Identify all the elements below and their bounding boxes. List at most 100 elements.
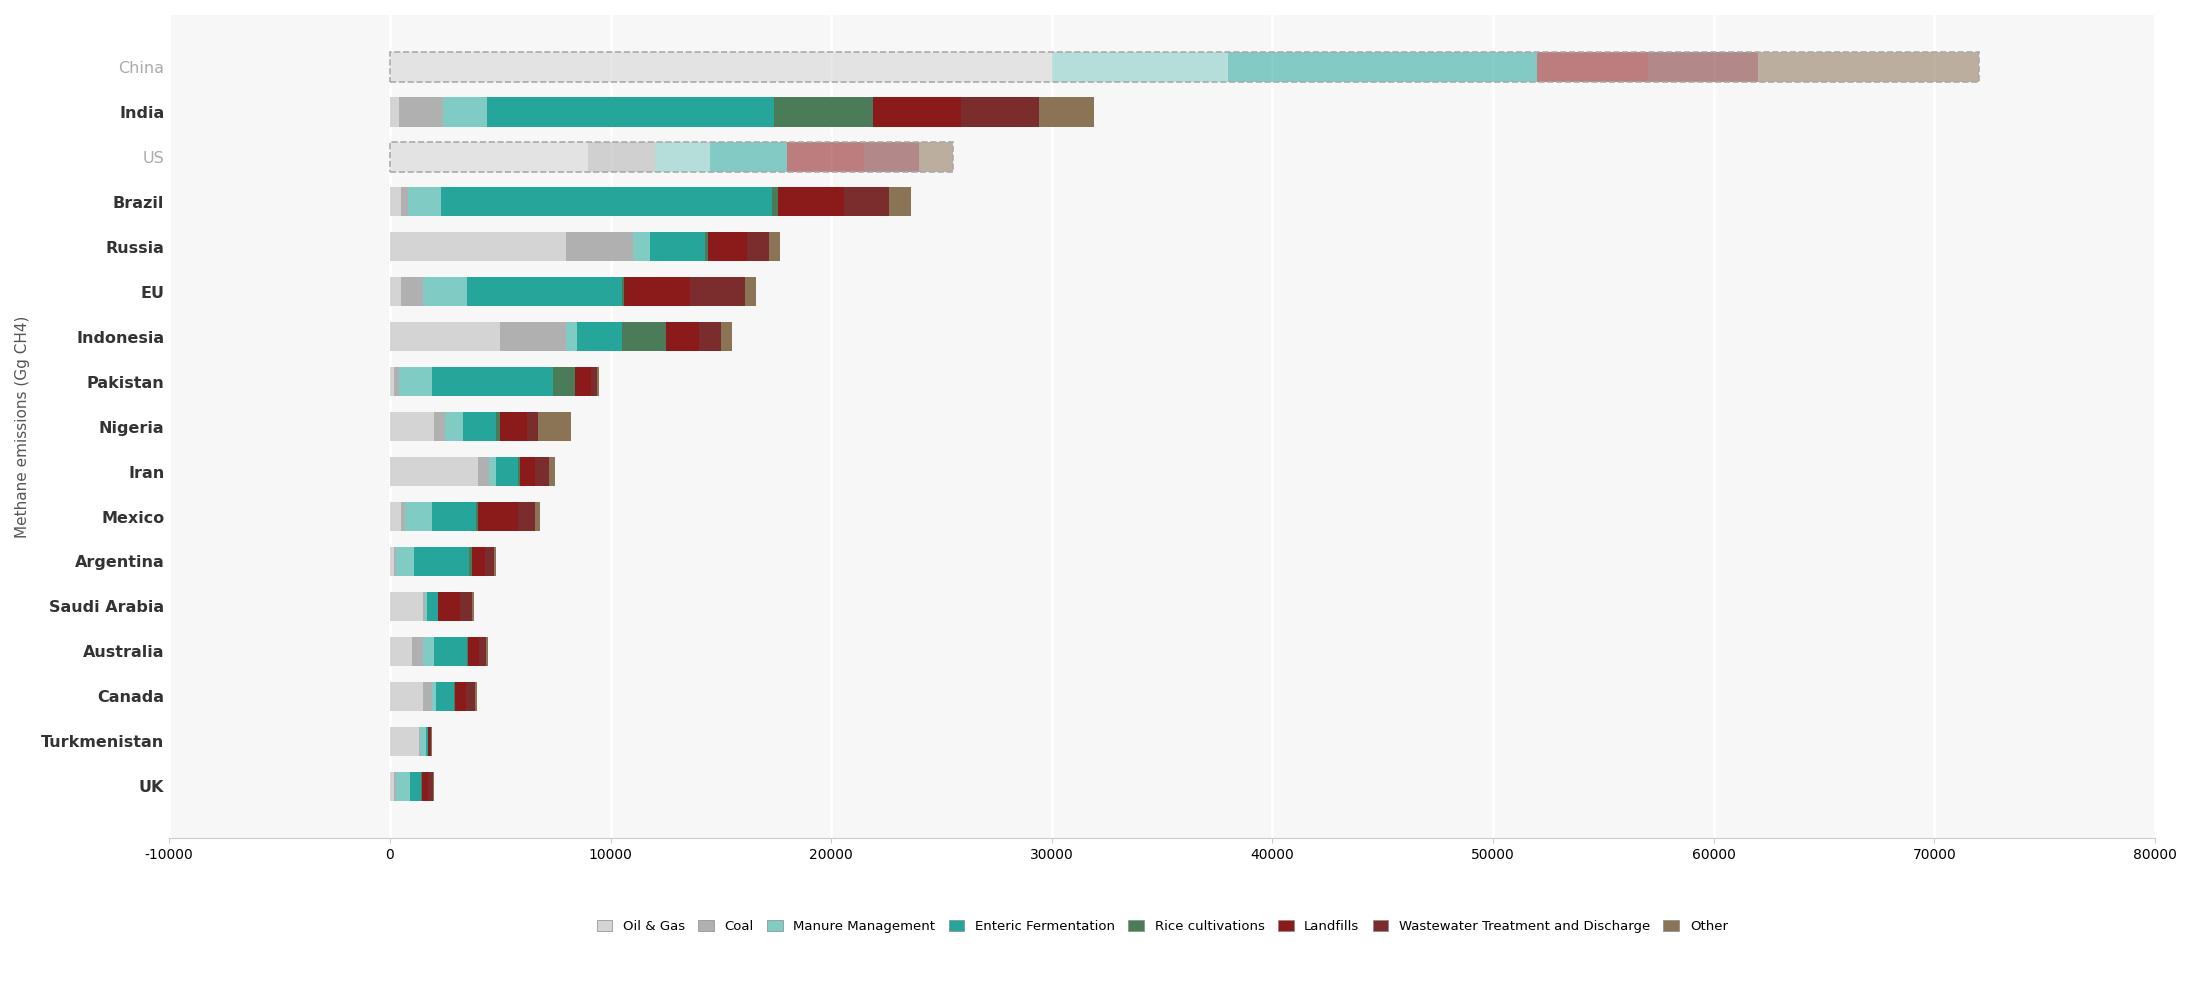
Bar bbox=[471, 592, 473, 621]
Bar bbox=[390, 142, 587, 171]
Bar bbox=[623, 277, 625, 306]
Legend: Oil & Gas, Coal, Manure Management, Enteric Fermentation, Rice cultivations, Lan: Oil & Gas, Coal, Manure Management, Ente… bbox=[592, 915, 1734, 938]
Bar bbox=[478, 457, 489, 486]
Bar bbox=[962, 98, 1039, 127]
Bar bbox=[419, 727, 425, 756]
Bar bbox=[772, 187, 778, 217]
Bar bbox=[1648, 52, 1758, 82]
Bar bbox=[587, 142, 655, 171]
Bar bbox=[1052, 52, 1228, 82]
Bar bbox=[478, 502, 517, 531]
Bar bbox=[517, 502, 535, 531]
Bar bbox=[436, 681, 454, 711]
Bar bbox=[1537, 52, 1648, 82]
Bar bbox=[390, 547, 395, 576]
Bar bbox=[888, 187, 910, 217]
Bar bbox=[423, 592, 425, 621]
Bar bbox=[710, 142, 787, 171]
Bar bbox=[421, 771, 427, 800]
Bar bbox=[500, 323, 566, 352]
Bar bbox=[390, 727, 419, 756]
Bar bbox=[390, 277, 401, 306]
Bar bbox=[390, 232, 566, 261]
Bar bbox=[520, 457, 535, 486]
Bar bbox=[456, 681, 467, 711]
Bar bbox=[390, 457, 478, 486]
Bar bbox=[434, 637, 467, 666]
Bar bbox=[552, 367, 574, 396]
Bar bbox=[432, 502, 476, 531]
Bar bbox=[576, 323, 623, 352]
Bar bbox=[408, 187, 441, 217]
Bar bbox=[1228, 52, 1537, 82]
Bar bbox=[395, 367, 399, 396]
Bar bbox=[434, 412, 445, 442]
Bar bbox=[535, 457, 548, 486]
Bar bbox=[480, 637, 487, 666]
Bar bbox=[412, 637, 423, 666]
Bar bbox=[487, 637, 489, 666]
Bar bbox=[517, 457, 520, 486]
Bar bbox=[745, 277, 756, 306]
Bar bbox=[690, 277, 745, 306]
Bar bbox=[633, 232, 651, 261]
Y-axis label: Methane emissions (Gg CH4): Methane emissions (Gg CH4) bbox=[15, 316, 31, 538]
Bar bbox=[463, 412, 495, 442]
Bar bbox=[476, 681, 478, 711]
Bar bbox=[655, 142, 710, 171]
Bar bbox=[548, 457, 555, 486]
Bar bbox=[469, 547, 471, 576]
Bar bbox=[390, 52, 1052, 82]
Bar bbox=[495, 412, 500, 442]
Bar bbox=[1758, 52, 1979, 82]
Bar bbox=[467, 681, 476, 711]
Bar bbox=[566, 232, 633, 261]
Bar bbox=[390, 681, 423, 711]
Bar bbox=[769, 232, 780, 261]
Bar bbox=[425, 592, 427, 621]
Bar bbox=[401, 187, 408, 217]
Bar bbox=[427, 592, 438, 621]
Bar bbox=[423, 277, 467, 306]
Bar bbox=[432, 367, 552, 396]
Bar bbox=[526, 412, 537, 442]
Bar bbox=[535, 502, 539, 531]
Bar bbox=[425, 727, 427, 756]
Bar bbox=[596, 367, 598, 396]
Bar bbox=[1039, 98, 1094, 127]
Bar bbox=[721, 323, 732, 352]
Bar bbox=[390, 592, 423, 621]
Bar bbox=[427, 771, 432, 800]
Bar bbox=[918, 142, 954, 171]
Bar bbox=[399, 98, 443, 127]
Bar bbox=[590, 367, 596, 396]
Bar bbox=[666, 323, 699, 352]
Bar bbox=[390, 323, 500, 352]
Bar bbox=[397, 771, 410, 800]
Bar bbox=[623, 323, 666, 352]
Bar bbox=[872, 98, 962, 127]
Bar bbox=[401, 502, 406, 531]
Bar bbox=[390, 367, 395, 396]
Bar bbox=[390, 412, 434, 442]
Bar bbox=[778, 187, 844, 217]
Bar bbox=[397, 547, 414, 576]
Bar bbox=[445, 412, 463, 442]
Bar bbox=[438, 592, 460, 621]
Bar bbox=[495, 457, 517, 486]
Bar bbox=[500, 412, 526, 442]
Bar bbox=[390, 502, 401, 531]
Bar bbox=[395, 771, 397, 800]
Bar bbox=[390, 98, 399, 127]
Bar bbox=[774, 98, 872, 127]
Bar bbox=[699, 323, 721, 352]
Bar bbox=[423, 681, 432, 711]
Bar bbox=[395, 547, 397, 576]
Bar bbox=[390, 187, 401, 217]
Bar bbox=[410, 771, 421, 800]
Bar bbox=[747, 232, 769, 261]
Bar bbox=[432, 681, 436, 711]
Bar bbox=[574, 367, 590, 396]
Bar bbox=[390, 637, 412, 666]
Bar bbox=[443, 98, 487, 127]
